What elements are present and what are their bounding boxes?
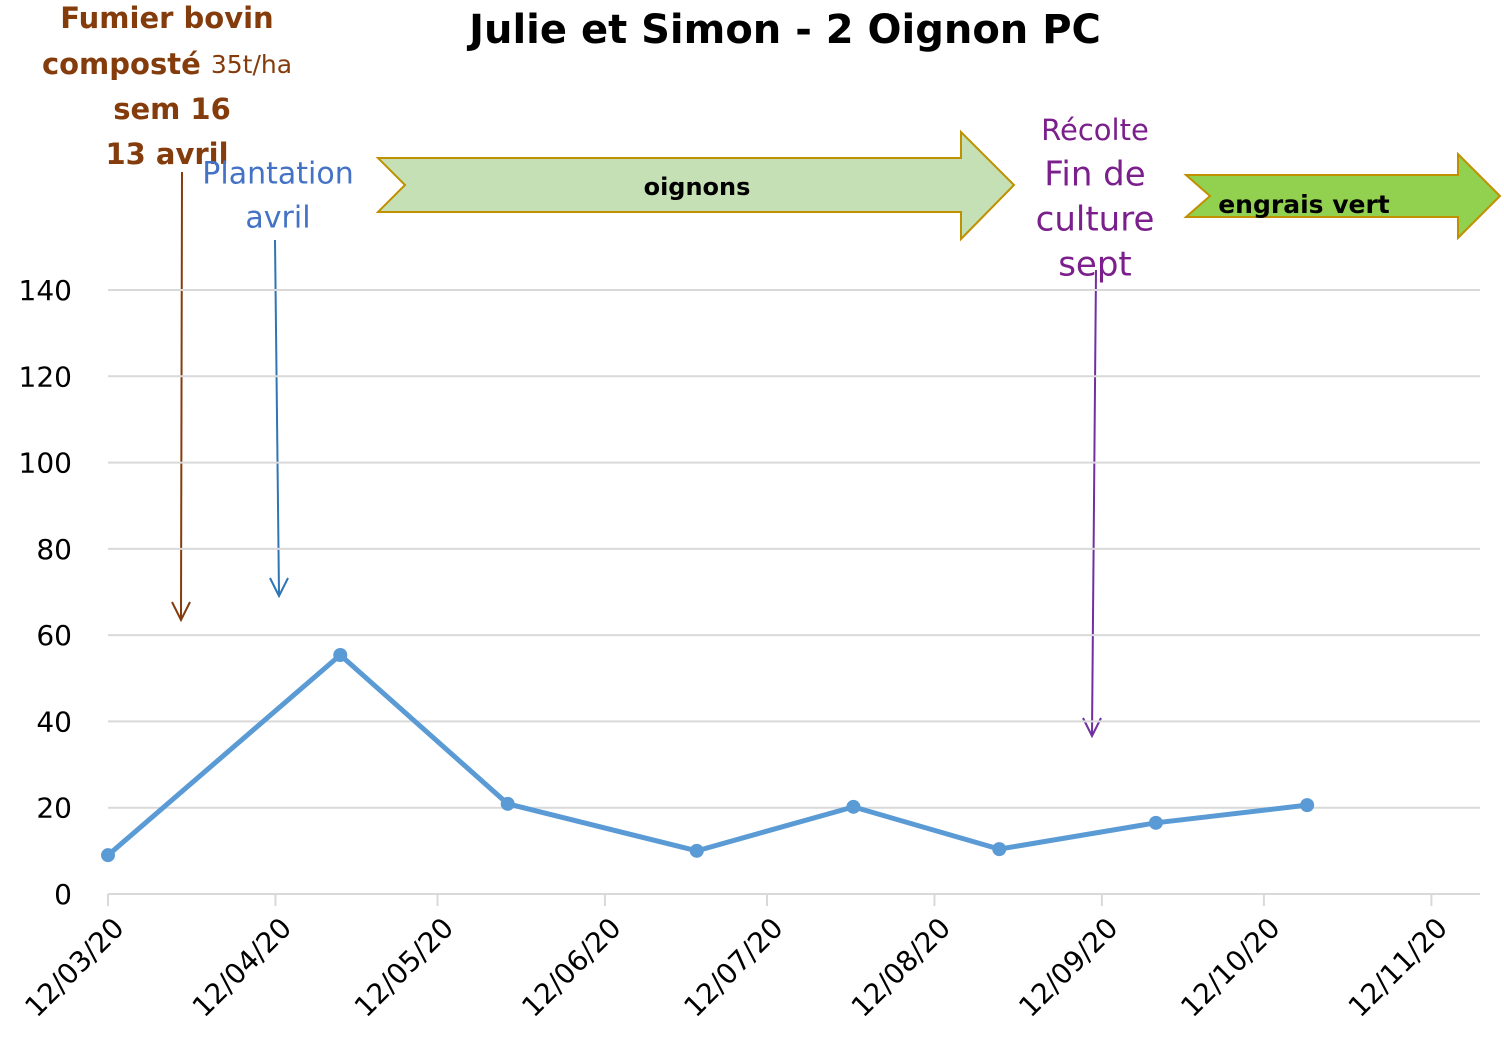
x-tick-label: 12/05/20 xyxy=(348,911,460,1023)
point xyxy=(992,842,1007,857)
recolte-annotation: Récolte Fin de culture sept xyxy=(1036,113,1155,285)
x-tick-label: 12/09/20 xyxy=(1012,911,1124,1023)
annotation-text: sem 16 xyxy=(113,92,231,126)
y-tick-label: 120 xyxy=(19,360,72,393)
y-tick-label: 80 xyxy=(36,533,72,566)
y-tick-label: 60 xyxy=(36,619,72,652)
x-tick-label: 12/04/20 xyxy=(186,911,298,1023)
x-tick-label: 12/11/20 xyxy=(1342,911,1454,1023)
line xyxy=(106,652,1308,858)
point xyxy=(846,799,861,814)
y-tick-label: 20 xyxy=(36,792,72,825)
x-tick-label: 12/08/20 xyxy=(845,911,957,1023)
annotation-text: Fin de xyxy=(1044,155,1145,195)
chart-title: Julie et Simon - 2 Oignon PC xyxy=(466,7,1101,53)
phase-label: engrais vert xyxy=(1218,190,1390,219)
x-tick-label: 12/07/20 xyxy=(677,911,789,1023)
y-tick-label: 140 xyxy=(19,274,72,307)
annotation-text: Récolte xyxy=(1041,113,1149,147)
annotation-text: composté 35t/ha xyxy=(42,47,292,81)
point xyxy=(689,843,704,858)
arrow xyxy=(269,239,289,599)
annotation-text: 13 avril xyxy=(105,137,228,171)
annotation-text: Fumier bovin xyxy=(60,1,273,35)
point xyxy=(500,796,515,811)
point xyxy=(1300,798,1315,813)
y-tick-label: 40 xyxy=(36,705,72,738)
plantation-annotation: Plantation avril xyxy=(202,157,353,236)
point xyxy=(101,848,115,863)
annotation-text: avril xyxy=(245,201,310,236)
arrow xyxy=(1082,269,1102,739)
y-tick-label: 0 xyxy=(54,878,72,911)
annotation-text: 35t/ha xyxy=(211,50,292,79)
y-tick-label: 100 xyxy=(19,447,72,480)
phase-arrow xyxy=(1183,151,1502,241)
point xyxy=(333,647,348,662)
arrow xyxy=(171,171,191,623)
point xyxy=(1148,815,1163,830)
x-tick-label: 12/10/20 xyxy=(1174,911,1286,1023)
fumier-annotation: Fumier bovin composté 35t/ha sem 16 13 a… xyxy=(42,1,292,171)
x-tick-label: 12/06/20 xyxy=(515,911,627,1023)
annotation-text: composté xyxy=(42,47,201,81)
phase-arrow xyxy=(375,129,1016,242)
annotation-text: Plantation xyxy=(202,157,353,192)
phase-label: oignons xyxy=(644,173,751,201)
annotation-text: culture xyxy=(1036,200,1155,240)
x-tick-label: 12/03/20 xyxy=(18,911,130,1023)
